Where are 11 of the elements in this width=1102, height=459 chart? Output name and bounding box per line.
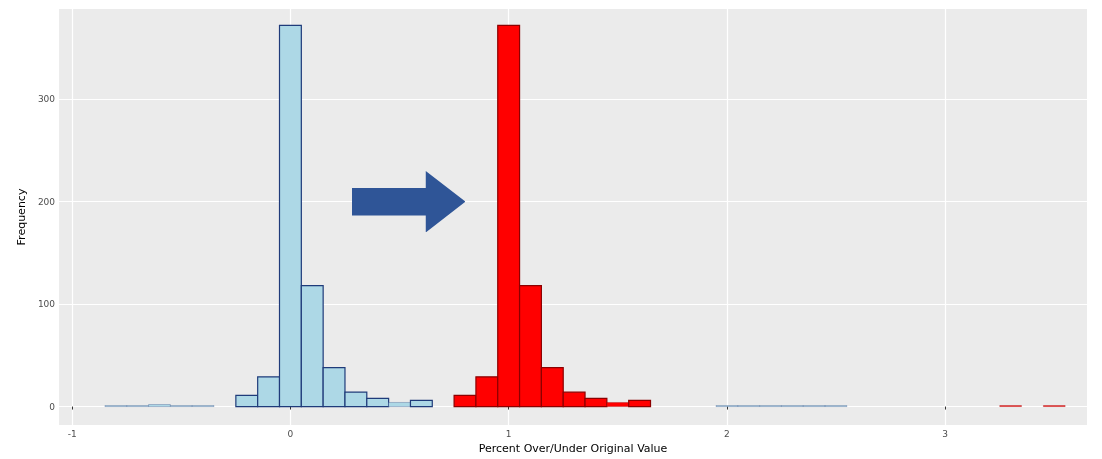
x-tick-label: -1: [67, 428, 77, 439]
x-tick-label: 3: [942, 428, 949, 439]
y-tick-label: 0: [49, 401, 56, 412]
x-tick-label: 1: [505, 428, 512, 439]
y-axis-title: Frequency: [15, 188, 28, 246]
x-tick-label: 0: [287, 428, 294, 439]
y-tick-label: 200: [37, 196, 56, 207]
x-axis-title: Percent Over/Under Original Value: [478, 441, 668, 455]
y-tick-label: 100: [37, 299, 56, 310]
x-tick-label: 2: [724, 428, 730, 439]
y-tick-label: 300: [37, 94, 56, 105]
